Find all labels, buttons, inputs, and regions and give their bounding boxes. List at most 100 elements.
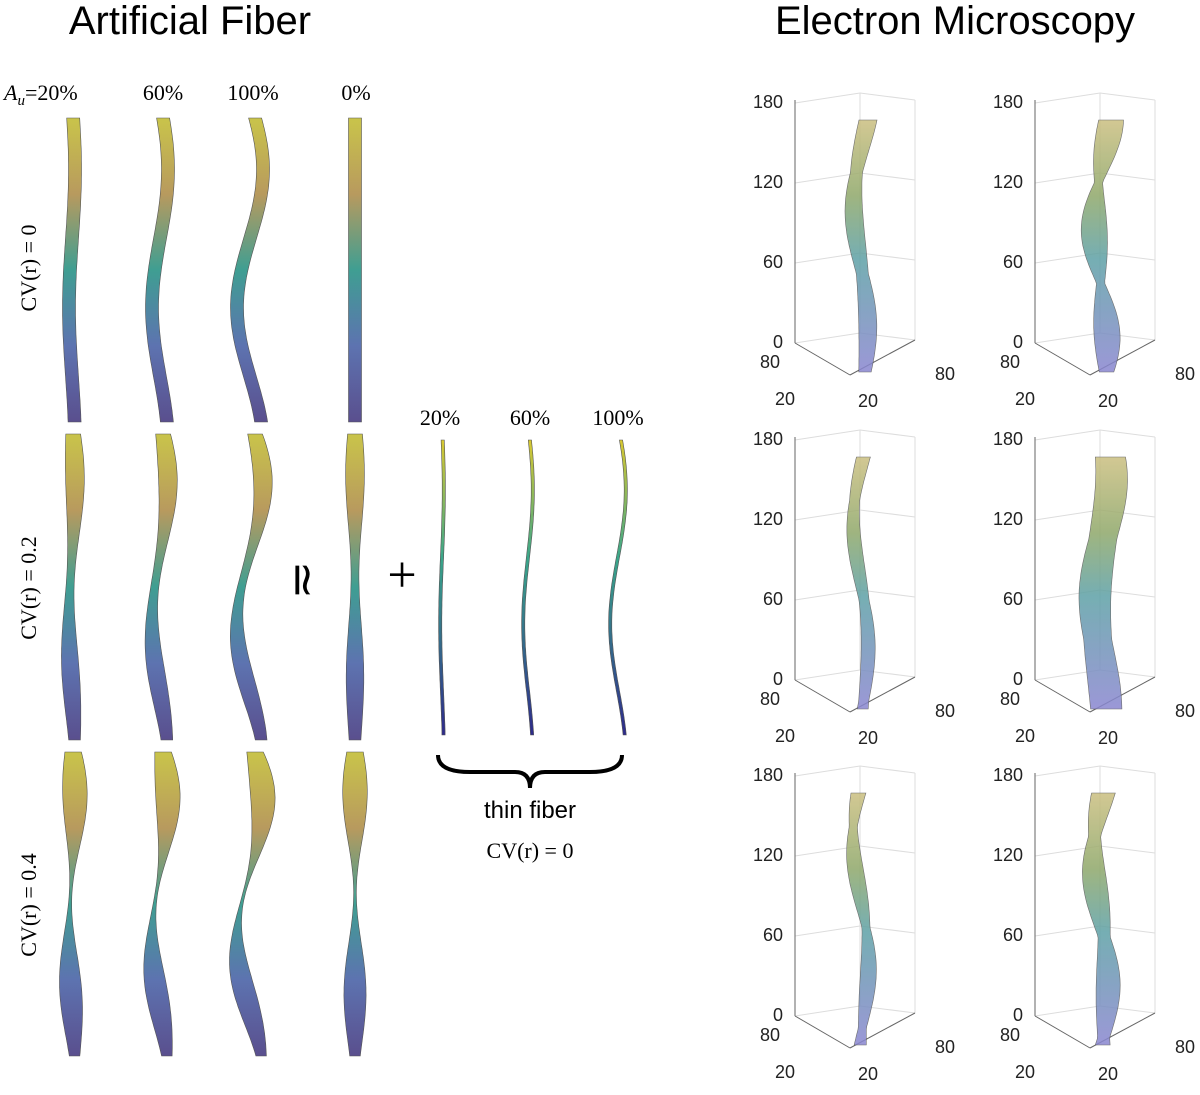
x-tick-label: 20 (775, 1062, 795, 1082)
fiber (229, 433, 273, 741)
z-tick-label: 60 (1003, 252, 1023, 272)
fiber (342, 751, 368, 1057)
fiber (846, 792, 877, 1046)
fiber (348, 117, 362, 423)
z-tick-label: 180 (993, 429, 1023, 449)
z-tick-label: 120 (993, 509, 1023, 529)
grid-line (1099, 429, 1156, 438)
y-tick-label: 80 (935, 364, 955, 384)
fiber (59, 751, 88, 1057)
y-tick-label: 80 (1175, 364, 1195, 384)
grid-line (1034, 1005, 1101, 1017)
axis-line (1034, 679, 1091, 713)
z-tick-label: 180 (993, 92, 1023, 112)
grid-line (794, 429, 861, 441)
grid-line (1034, 332, 1101, 344)
x-tick-label: 80 (1000, 352, 1020, 372)
column-label-value: =20% (25, 80, 78, 105)
thin-label: 20% (420, 405, 460, 430)
grid-line (859, 845, 916, 854)
grid-line (1034, 172, 1101, 184)
z-tick-label: 60 (763, 589, 783, 609)
fiber (1080, 119, 1124, 373)
x-tick-label: 20 (775, 726, 795, 746)
z-tick-label: 0 (1013, 669, 1023, 689)
fiber (145, 117, 175, 423)
y-tick-label: 20 (1098, 1064, 1118, 1084)
y-tick-label: 20 (858, 391, 878, 411)
x-tick-label: 80 (1000, 1025, 1020, 1045)
grid-line (859, 765, 916, 774)
thin-cv-label: CV(r) = 0 (487, 838, 574, 863)
grid-line (794, 252, 861, 264)
z-tick-label: 180 (753, 429, 783, 449)
approx-symbol: ≃ (277, 561, 328, 600)
z-tick-label: 120 (993, 845, 1023, 865)
z-tick-label: 180 (753, 92, 783, 112)
z-tick-label: 60 (1003, 925, 1023, 945)
grid-line (794, 925, 861, 937)
fiber (61, 433, 85, 741)
column-label: Au=20% (2, 80, 78, 109)
fiber (229, 751, 276, 1057)
grid-line (1099, 252, 1156, 261)
grid-line (859, 429, 916, 438)
grid-line (1099, 172, 1156, 181)
x-tick-label: 80 (1000, 689, 1020, 709)
grid-line (1034, 765, 1101, 777)
amplitude-subscript: u (17, 93, 25, 109)
grid-line (1034, 92, 1101, 104)
fiber (844, 119, 878, 373)
right-title: Electron Microscopy (775, 0, 1135, 43)
z-tick-label: 60 (763, 252, 783, 272)
grid-line (1034, 429, 1101, 441)
grid-line (859, 252, 916, 261)
column-label: 0% (341, 80, 370, 105)
y-tick-label: 20 (1098, 391, 1118, 411)
axis-line (1034, 1015, 1091, 1049)
grid-line (794, 765, 861, 777)
z-tick-label: 0 (773, 1005, 783, 1025)
z-tick-label: 0 (773, 332, 783, 352)
grid-line (1099, 92, 1156, 101)
grid-line (794, 92, 861, 104)
fiber (345, 433, 365, 741)
thin-label: 100% (592, 405, 643, 430)
fiber (846, 456, 876, 710)
z-tick-label: 0 (1013, 332, 1023, 352)
fiber (438, 439, 446, 736)
x-tick-label: 80 (760, 1025, 780, 1045)
x-tick-label: 80 (760, 352, 780, 372)
fiber-shapes (59, 92, 1156, 1057)
fiber (230, 117, 270, 423)
z-tick-label: 0 (773, 669, 783, 689)
y-tick-label: 80 (935, 1037, 955, 1057)
z-tick-label: 120 (753, 845, 783, 865)
grid-line (794, 589, 861, 601)
thin-caption: thin fiber (484, 797, 576, 824)
grid-line (794, 669, 861, 681)
brace (436, 754, 624, 789)
row-label: CV(r) = 0.4 (16, 853, 41, 956)
fiber (521, 439, 535, 736)
amplitude-symbol: A (2, 80, 18, 105)
x-tick-label: 20 (1015, 1062, 1035, 1082)
y-tick-label: 20 (858, 728, 878, 748)
fiber (62, 117, 82, 423)
z-tick-label: 60 (763, 925, 783, 945)
row-label: CV(r) = 0.2 (16, 536, 41, 639)
fiber (144, 433, 178, 741)
grid-line (794, 332, 861, 344)
grid-line (859, 509, 916, 518)
axis-line (1034, 342, 1091, 376)
fiber (608, 439, 628, 736)
fiber (1078, 456, 1128, 710)
left-title: Artificial Fiber (69, 0, 311, 43)
fiber (143, 751, 181, 1057)
thin-label: 60% (510, 405, 550, 430)
column-label: 100% (227, 80, 278, 105)
z-tick-label: 120 (753, 172, 783, 192)
x-tick-label: 80 (760, 689, 780, 709)
grid-line (1099, 765, 1156, 774)
grid-line (794, 1005, 861, 1017)
